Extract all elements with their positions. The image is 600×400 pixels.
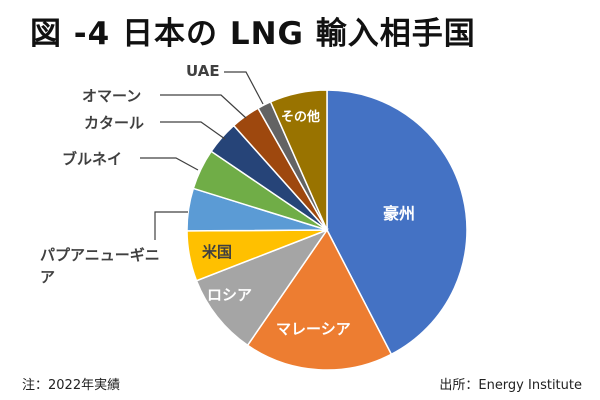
- pie-slice-2: [195, 228, 330, 347]
- pie-slice-0: [326, 89, 468, 356]
- leader-line-brunei: [140, 157, 199, 171]
- label-malaysia: マレーシア: [276, 320, 351, 338]
- label-oman: オマーン: [82, 87, 142, 105]
- pie-slice-1: [246, 228, 393, 371]
- chart-title: 図 -4 日本の LNG 輸入相手国: [30, 16, 476, 52]
- label-brunei: ブルネイ: [62, 150, 123, 168]
- source: 出所：Energy Institute: [439, 378, 582, 393]
- label-others: その他: [281, 110, 321, 125]
- leader-line-qatar: [160, 121, 226, 140]
- label-uae: UAE: [186, 62, 220, 80]
- label-qatar: カタール: [84, 114, 145, 132]
- footnote: 注：2022年実績: [22, 378, 121, 393]
- pie-slice-9: [269, 89, 328, 231]
- label-australia: 豪州: [383, 204, 416, 223]
- leader-line-uae: [224, 71, 264, 105]
- leader-line-oman: [160, 94, 247, 119]
- label-png: パプアニューギニア: [40, 246, 160, 286]
- leader-lines: [140, 71, 264, 240]
- label-usa: 米国: [202, 243, 233, 261]
- leader-line-png: [154, 211, 188, 240]
- label-russia: ロシア: [207, 286, 253, 304]
